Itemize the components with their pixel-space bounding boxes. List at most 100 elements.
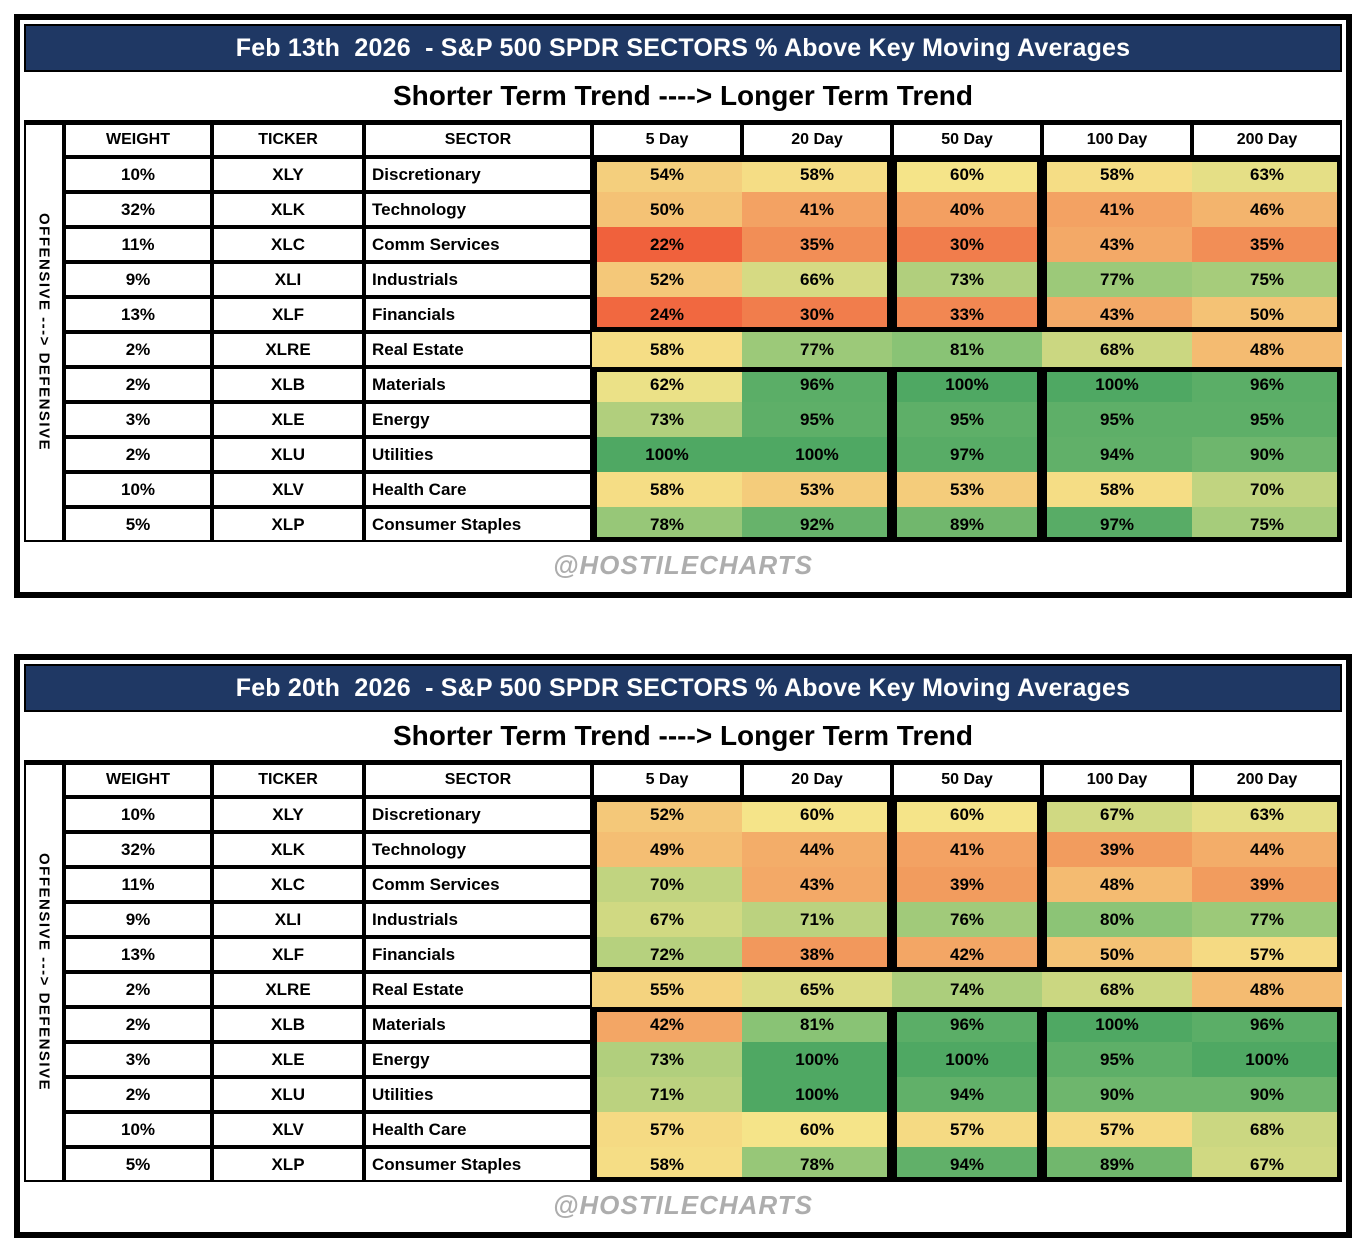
column-header-sector: SECTOR — [364, 763, 592, 797]
value-cell: 39% — [1042, 832, 1192, 867]
column-header-50-day: 50 Day — [892, 763, 1042, 797]
sector-cell: Industrials — [364, 262, 592, 297]
value-cell: 43% — [1042, 227, 1192, 262]
weight-cell: 2% — [64, 332, 212, 367]
ticker-cell: XLE — [212, 1042, 364, 1077]
sector-cell: Real Estate — [364, 972, 592, 1007]
value-cell: 44% — [742, 832, 892, 867]
value-cell: 66% — [742, 262, 892, 297]
value-cell: 96% — [892, 1007, 1042, 1042]
value-cell: 30% — [892, 227, 1042, 262]
offensive-defensive-axis-label: OFFENSIVE ---> DEFENSIVE — [24, 123, 64, 542]
value-cell: 77% — [1192, 902, 1342, 937]
table-title: Feb 20th 2026 - S&P 500 SPDR SECTORS % A… — [24, 664, 1342, 712]
value-cell: 62% — [592, 367, 742, 402]
weight-cell: 3% — [64, 1042, 212, 1077]
value-cell: 48% — [1042, 867, 1192, 902]
value-cell: 70% — [592, 867, 742, 902]
value-cell: 57% — [1192, 937, 1342, 972]
value-cell: 43% — [742, 867, 892, 902]
value-cell: 95% — [1042, 1042, 1192, 1077]
value-cell: 100% — [742, 437, 892, 472]
weight-cell: 3% — [64, 402, 212, 437]
value-cell: 63% — [1192, 797, 1342, 832]
sector-cell: Energy — [364, 1042, 592, 1077]
value-cell: 92% — [742, 507, 892, 542]
value-cell: 42% — [592, 1007, 742, 1042]
value-cell: 97% — [1042, 507, 1192, 542]
sector-grid: OFFENSIVE ---> DEFENSIVE @HOSTILECHARTS … — [24, 123, 1342, 588]
sector-cell: Technology — [364, 192, 592, 227]
value-cell: 58% — [1042, 472, 1192, 507]
ticker-cell: XLI — [212, 262, 364, 297]
value-cell: 33% — [892, 297, 1042, 332]
ticker-cell: XLC — [212, 227, 364, 262]
ticker-cell: XLP — [212, 1147, 364, 1182]
watermark: @HOSTILECHARTS — [553, 1189, 813, 1220]
value-cell: 30% — [742, 297, 892, 332]
weight-cell: 13% — [64, 297, 212, 332]
sector-cell: Discretionary — [364, 797, 592, 832]
value-cell: 39% — [892, 867, 1042, 902]
value-cell: 41% — [892, 832, 1042, 867]
column-header-200-day: 200 Day — [1192, 123, 1342, 157]
ticker-cell: XLY — [212, 157, 364, 192]
column-header-50-day: 50 Day — [892, 123, 1042, 157]
weight-cell: 10% — [64, 797, 212, 832]
sector-cell: Health Care — [364, 1112, 592, 1147]
value-cell: 48% — [1192, 332, 1342, 367]
value-cell: 24% — [592, 297, 742, 332]
weight-cell: 10% — [64, 1112, 212, 1147]
trend-direction-subtitle: Shorter Term Trend ----> Longer Term Tre… — [24, 72, 1342, 123]
value-cell: 95% — [892, 402, 1042, 437]
weight-cell: 2% — [64, 1077, 212, 1112]
column-header-weight: WEIGHT — [64, 123, 212, 157]
ticker-cell: XLU — [212, 1077, 364, 1112]
sector-cell: Discretionary — [364, 157, 592, 192]
value-cell: 39% — [1192, 867, 1342, 902]
value-cell: 72% — [592, 937, 742, 972]
table-title: Feb 13th 2026 - S&P 500 SPDR SECTORS % A… — [24, 24, 1342, 72]
value-cell: 53% — [742, 472, 892, 507]
value-cell: 65% — [742, 972, 892, 1007]
value-cell: 58% — [592, 1147, 742, 1182]
value-cell: 100% — [742, 1042, 892, 1077]
column-header-ticker: TICKER — [212, 763, 364, 797]
ticker-cell: XLP — [212, 507, 364, 542]
sector-cell: Materials — [364, 367, 592, 402]
column-header-20-day: 20 Day — [742, 763, 892, 797]
sector-heatmap-table-feb-13: Feb 13th 2026 - S&P 500 SPDR SECTORS % A… — [14, 14, 1352, 598]
weight-cell: 2% — [64, 437, 212, 472]
weight-cell: 11% — [64, 867, 212, 902]
value-cell: 95% — [1042, 402, 1192, 437]
value-cell: 60% — [892, 797, 1042, 832]
value-cell: 63% — [1192, 157, 1342, 192]
value-cell: 97% — [892, 437, 1042, 472]
value-cell: 71% — [592, 1077, 742, 1112]
weight-cell: 5% — [64, 507, 212, 542]
ticker-cell: XLI — [212, 902, 364, 937]
sector-cell: Financials — [364, 297, 592, 332]
value-cell: 90% — [1042, 1077, 1192, 1112]
value-cell: 57% — [592, 1112, 742, 1147]
value-cell: 41% — [742, 192, 892, 227]
weight-cell: 9% — [64, 262, 212, 297]
sector-cell: Comm Services — [364, 867, 592, 902]
value-cell: 53% — [892, 472, 1042, 507]
sector-cell: Health Care — [364, 472, 592, 507]
value-cell: 96% — [742, 367, 892, 402]
value-cell: 100% — [1042, 367, 1192, 402]
column-header-ticker: TICKER — [212, 123, 364, 157]
value-cell: 76% — [892, 902, 1042, 937]
value-cell: 57% — [1042, 1112, 1192, 1147]
value-cell: 50% — [592, 192, 742, 227]
value-cell: 41% — [1042, 192, 1192, 227]
value-cell: 54% — [592, 157, 742, 192]
sector-cell: Materials — [364, 1007, 592, 1042]
value-cell: 96% — [1192, 1007, 1342, 1042]
value-cell: 42% — [892, 937, 1042, 972]
weight-cell: 5% — [64, 1147, 212, 1182]
value-cell: 89% — [892, 507, 1042, 542]
value-cell: 35% — [742, 227, 892, 262]
value-cell: 100% — [592, 437, 742, 472]
